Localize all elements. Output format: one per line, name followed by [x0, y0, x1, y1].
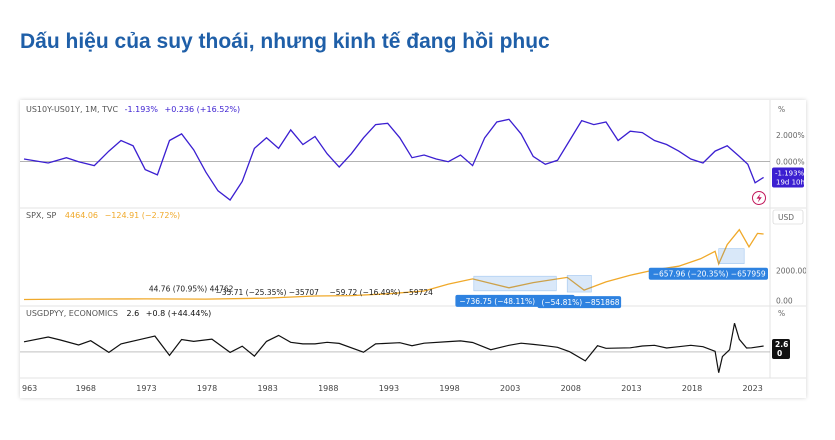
drawdown-range-4	[566, 275, 592, 293]
price-annotation-2: −59.72 (−16.49%) −59724	[330, 288, 434, 297]
spread-tick-0pct: 0.000%	[776, 158, 805, 167]
spread-series-line	[23, 118, 764, 201]
spread-last-countdown: 19d 10h	[776, 178, 805, 186]
drawdown-label-4: (−54.81%) −851868	[541, 298, 619, 307]
spx-annotations: 44.76 (70.95%) 44762−35.71 (−25.35%) −35…	[149, 248, 768, 309]
time-axis: 963 1968 1973 1978 1983 1988 1993 1998 2003 2008 2…	[22, 384, 763, 393]
spread-header: US10Y-US01Y, 1M, TVC -1.193% +0.236 (+16…	[26, 105, 240, 114]
year-tick-1993: 1993	[379, 384, 399, 393]
gdp-last-zero: 0	[777, 349, 782, 358]
drawdown-label-3: −736.75 (−48.11%) −736751	[459, 297, 572, 306]
year-tick-1983: 1983	[257, 384, 277, 393]
chart-svg: US10Y-US01Y, 1M, TVC -1.193% +0.236 (+16…	[20, 100, 806, 393]
spread-tick-2pct: 2.000%	[776, 131, 805, 140]
year-tick-2008: 2008	[561, 384, 581, 393]
drawdown-label-5: −657.96 (−20.35%) −657959	[653, 270, 766, 279]
gdp-unit-label: %	[778, 309, 785, 318]
year-tick-2013: 2013	[621, 384, 641, 393]
drawdown-badge-5	[648, 267, 768, 280]
spx-tick-2000: 2000.00	[776, 267, 806, 276]
year-tick-1968: 1968	[76, 384, 96, 393]
drawdown-badge-4	[537, 296, 622, 309]
year-tick-1998: 1998	[439, 384, 459, 393]
gdp-last-value: 2.6	[775, 340, 788, 349]
year-tick-1988: 1988	[318, 384, 338, 393]
gdp-header: USGDPYY, ECONOMICS 2.6 +0.8 (+44.44%)	[26, 309, 211, 318]
chart-panel: US10Y-US01Y, 1M, TVC -1.193% +0.236 (+16…	[20, 100, 806, 398]
spx-unit-box	[772, 209, 804, 225]
year-tick-2018: 2018	[682, 384, 702, 393]
year-tick-2023: 2023	[742, 384, 762, 393]
spread-last-badge: -1.193% 19d 10h	[772, 167, 805, 188]
spread-unit-label: %	[778, 105, 785, 114]
spread-last-value: -1.193%	[775, 169, 805, 177]
spx-series-line	[23, 228, 764, 301]
drawdown-range-5	[718, 248, 745, 264]
drawdown-range-3	[473, 275, 557, 292]
lightning-icon[interactable]	[752, 191, 766, 205]
year-tick-1973: 1973	[136, 384, 156, 393]
year-tick-2003: 2003	[500, 384, 520, 393]
spx-tick-0: 0.00	[776, 297, 793, 306]
page-title: Dấu hiệu của suy thoái, nhưng kinh tế đa…	[20, 30, 550, 53]
price-annotation-1: −35.71 (−25.35%) −35707	[216, 288, 320, 297]
year-tick-1978: 1978	[197, 384, 217, 393]
gdp-series-line	[23, 323, 764, 373]
gdp-last-badge: 2.6 0	[772, 338, 790, 359]
spx-header: SPX, SP 4464.06 −124.91 (−2.72%)	[26, 211, 180, 220]
price-annotation-0: 44.76 (70.95%) 44762	[149, 285, 234, 294]
spx-unit-label: USD	[778, 213, 794, 222]
year-tick-963: 963	[22, 384, 37, 393]
